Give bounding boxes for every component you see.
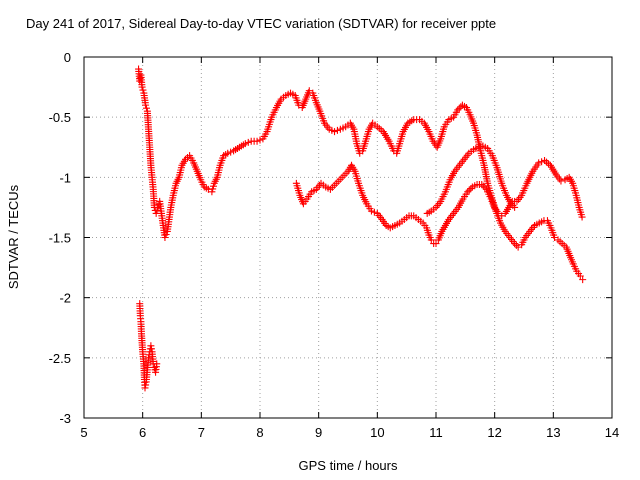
data-point [454, 106, 462, 114]
x-tick-label: 6 [139, 425, 146, 440]
data-point [142, 381, 150, 389]
x-axis: 5 6 7 8 9 10 11 12 13 14 [80, 57, 619, 440]
y-tick-label: -1 [59, 170, 71, 185]
data-point [142, 104, 150, 112]
data-point [333, 126, 341, 134]
data-point [367, 207, 375, 215]
data-point [162, 230, 170, 238]
y-tick-label: -0.5 [49, 110, 71, 125]
data-point [145, 354, 153, 362]
data-point [535, 159, 543, 167]
data-point [253, 137, 261, 145]
data-point [370, 208, 378, 216]
data-point [147, 345, 155, 353]
x-tick-label: 8 [256, 425, 263, 440]
data-point [227, 148, 235, 156]
x-tick-label: 9 [315, 425, 322, 440]
data-point [465, 186, 473, 194]
data-point [161, 234, 169, 241]
data-point [153, 206, 161, 214]
x-tick-label: 11 [429, 425, 443, 440]
y-axis: 0 -0.5 -1 -1.5 -2 -2.5 -3 [49, 50, 612, 426]
data-point [427, 236, 435, 244]
data-point [551, 234, 559, 241]
data-point [224, 149, 232, 157]
data-point [153, 360, 161, 368]
data-point [141, 384, 149, 392]
x-tick-label: 12 [487, 425, 501, 440]
data-point [511, 203, 519, 211]
data-point [512, 241, 520, 249]
x-tick-label: 5 [80, 425, 87, 440]
series-arc-C [423, 142, 519, 217]
data-point [481, 184, 489, 192]
series-arc-A [135, 65, 586, 241]
data-points [135, 65, 587, 392]
y-tick-label: 0 [64, 50, 71, 65]
series-arc-D [136, 300, 161, 392]
x-tick-label: 14 [605, 425, 619, 440]
data-point [455, 104, 463, 112]
series-arc-B [292, 161, 587, 284]
y-tick-label: -3 [59, 411, 71, 426]
data-point [579, 276, 587, 284]
data-point [479, 182, 487, 190]
data-point [467, 185, 475, 193]
y-axis-label: SDTVAR / TECUs [6, 184, 21, 289]
data-point [432, 240, 440, 248]
data-point [578, 213, 586, 221]
data-point [305, 87, 313, 95]
y-tick-label: -1.5 [49, 231, 71, 246]
data-point [576, 272, 584, 280]
x-tick-label: 7 [198, 425, 205, 440]
chart-title: Day 241 of 2017, Sidereal Day-to-day VTE… [26, 16, 496, 31]
data-point [557, 177, 565, 185]
data-point [138, 83, 146, 91]
data-point [244, 138, 252, 146]
data-point [514, 243, 522, 251]
y-tick-label: -2.5 [49, 351, 71, 366]
data-point [147, 342, 155, 350]
x-tick-label: 10 [370, 425, 384, 440]
data-point [139, 86, 147, 94]
data-point [241, 140, 249, 148]
x-tick-label: 13 [546, 425, 560, 440]
data-point [331, 128, 339, 136]
data-point [464, 188, 472, 196]
data-point [256, 136, 264, 144]
x-axis-label: GPS time / hours [299, 458, 398, 473]
data-point [136, 74, 144, 82]
data-point [142, 101, 150, 109]
y-tick-label: -2 [59, 291, 71, 306]
data-point [478, 181, 486, 189]
